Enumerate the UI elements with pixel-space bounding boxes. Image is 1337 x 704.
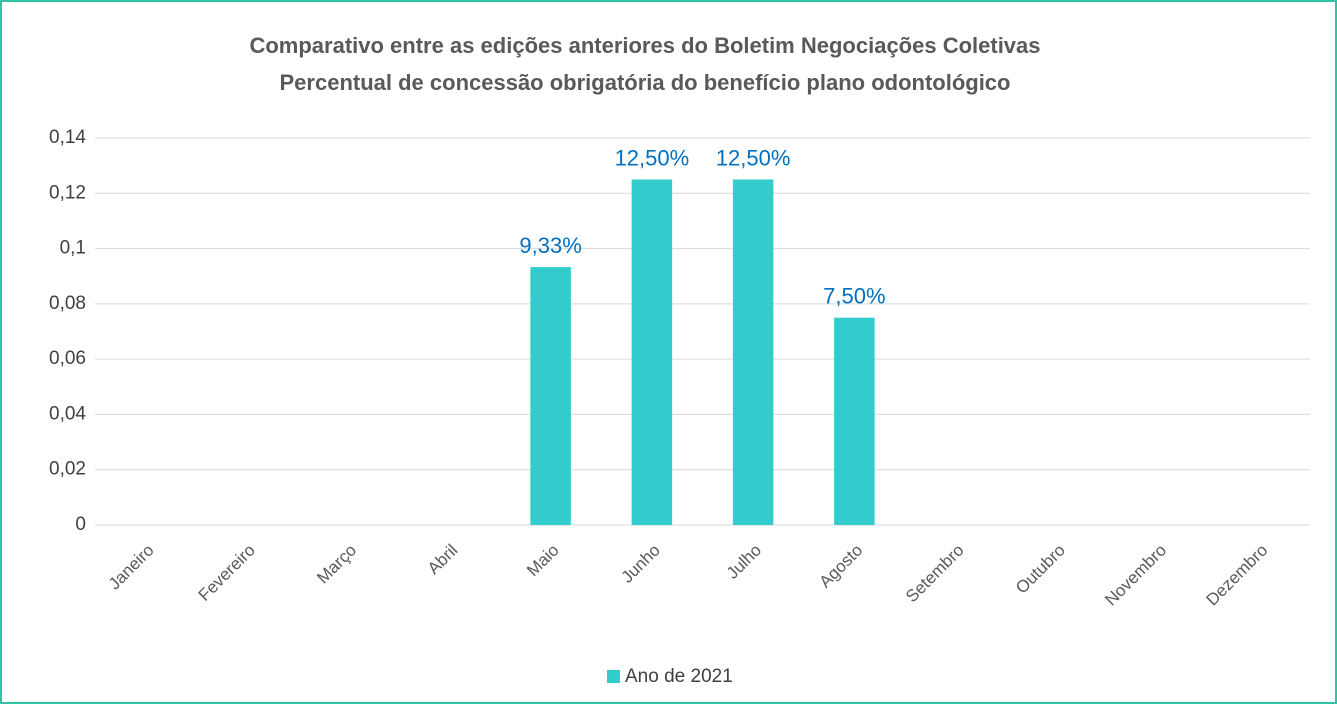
bar bbox=[631, 179, 673, 525]
bar bbox=[834, 317, 875, 525]
y-tick-label: 0,06 bbox=[49, 348, 86, 369]
y-tick-label: 0,1 bbox=[60, 238, 86, 259]
data-label: 12,50% bbox=[615, 145, 690, 170]
bar bbox=[530, 267, 571, 525]
y-tick-label: 0,04 bbox=[49, 403, 86, 424]
chart-title: Comparativo entre as edições anteriores … bbox=[249, 33, 1040, 58]
data-label: 12,50% bbox=[716, 145, 791, 170]
bar bbox=[732, 179, 774, 525]
chart-subtitle: Percentual de concessão obrigatória do b… bbox=[280, 70, 1011, 95]
data-label: 7,50% bbox=[823, 283, 885, 308]
y-tick-label: 0,12 bbox=[49, 182, 86, 203]
legend-swatch bbox=[607, 670, 620, 683]
data-label: 9,33% bbox=[519, 233, 581, 258]
y-tick-label: 0,02 bbox=[49, 459, 86, 480]
y-tick-label: 0 bbox=[75, 514, 86, 535]
legend-label: Ano de 2021 bbox=[625, 666, 733, 687]
y-tick-label: 0,08 bbox=[49, 293, 86, 314]
y-tick-label: 0,14 bbox=[49, 127, 86, 148]
